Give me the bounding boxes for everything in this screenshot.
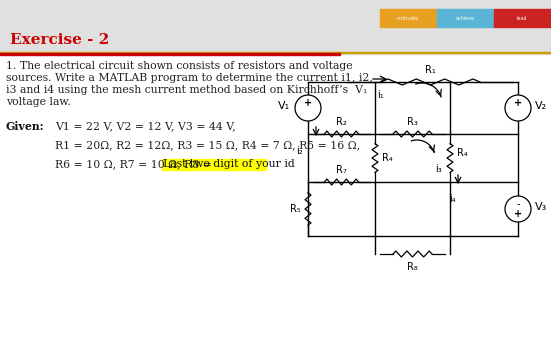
Text: i₁: i₁ [377, 90, 383, 100]
Bar [163, 159, 266, 170]
Text: motivate: motivate [397, 15, 419, 21]
Text: R₇: R₇ [336, 165, 347, 175]
Text: i₃: i₃ [435, 164, 441, 174]
Text: R₃: R₃ [407, 117, 418, 127]
Text: R₂: R₂ [336, 117, 347, 127]
Text: voltage law.: voltage law. [6, 97, 71, 107]
Text: Given:: Given: [6, 120, 45, 131]
Text: i₂: i₂ [296, 146, 303, 156]
Text: V₂: V₂ [535, 101, 547, 111]
Text: +: + [514, 98, 522, 108]
Text: V1 = 22 V, V2 = 12 V, V3 = 44 V,: V1 = 22 V, V2 = 12 V, V3 = 44 V, [55, 121, 236, 131]
Text: R₄: R₄ [382, 153, 393, 163]
Circle shape [505, 196, 531, 222]
Text: R1 = 20Ω, R2 = 12Ω, R3 = 15 Ω, R4 = 7 Ω, R5 = 16 Ω,: R1 = 20Ω, R2 = 12Ω, R3 = 15 Ω, R4 = 7 Ω,… [55, 140, 360, 150]
Text: +: + [514, 209, 522, 219]
Text: sources. Write a MATLAB program to determine the current i1, i2,: sources. Write a MATLAB program to deter… [6, 73, 373, 83]
Text: +: + [304, 98, 312, 108]
Bar [0, 52, 551, 53]
Text: achieve: achieve [456, 15, 474, 21]
Text: V₁: V₁ [278, 101, 290, 111]
Bar [0, 54, 551, 344]
Circle shape [295, 95, 321, 121]
Text: -: - [516, 199, 520, 209]
Bar [0, 53, 340, 54]
Text: R₁: R₁ [425, 65, 435, 75]
Bar [0, 0, 551, 54]
Circle shape [505, 95, 531, 121]
Text: R6 = 10 Ω, R7 = 10 Ω, R8 =: R6 = 10 Ω, R7 = 10 Ω, R8 = [55, 159, 215, 169]
Text: Last two digit of your id: Last two digit of your id [164, 159, 295, 169]
Text: R₈: R₈ [407, 262, 417, 272]
Text: i₄: i₄ [449, 194, 455, 204]
Text: i3 and i4 using the mesh current method based on Kirchhoff’s  V₁: i3 and i4 using the mesh current method … [6, 85, 368, 95]
Text: V₃: V₃ [535, 202, 547, 212]
Text: lead: lead [517, 15, 527, 21]
Text: 1. The electrical circuit shown consists of resistors and voltage: 1. The electrical circuit shown consists… [6, 61, 353, 71]
Text: R₄: R₄ [457, 148, 468, 158]
Bar [380, 9, 437, 27]
Bar [494, 9, 551, 27]
Text: R₅: R₅ [290, 204, 301, 214]
Bar [437, 9, 494, 27]
Text: Exercise - 2: Exercise - 2 [10, 33, 109, 47]
